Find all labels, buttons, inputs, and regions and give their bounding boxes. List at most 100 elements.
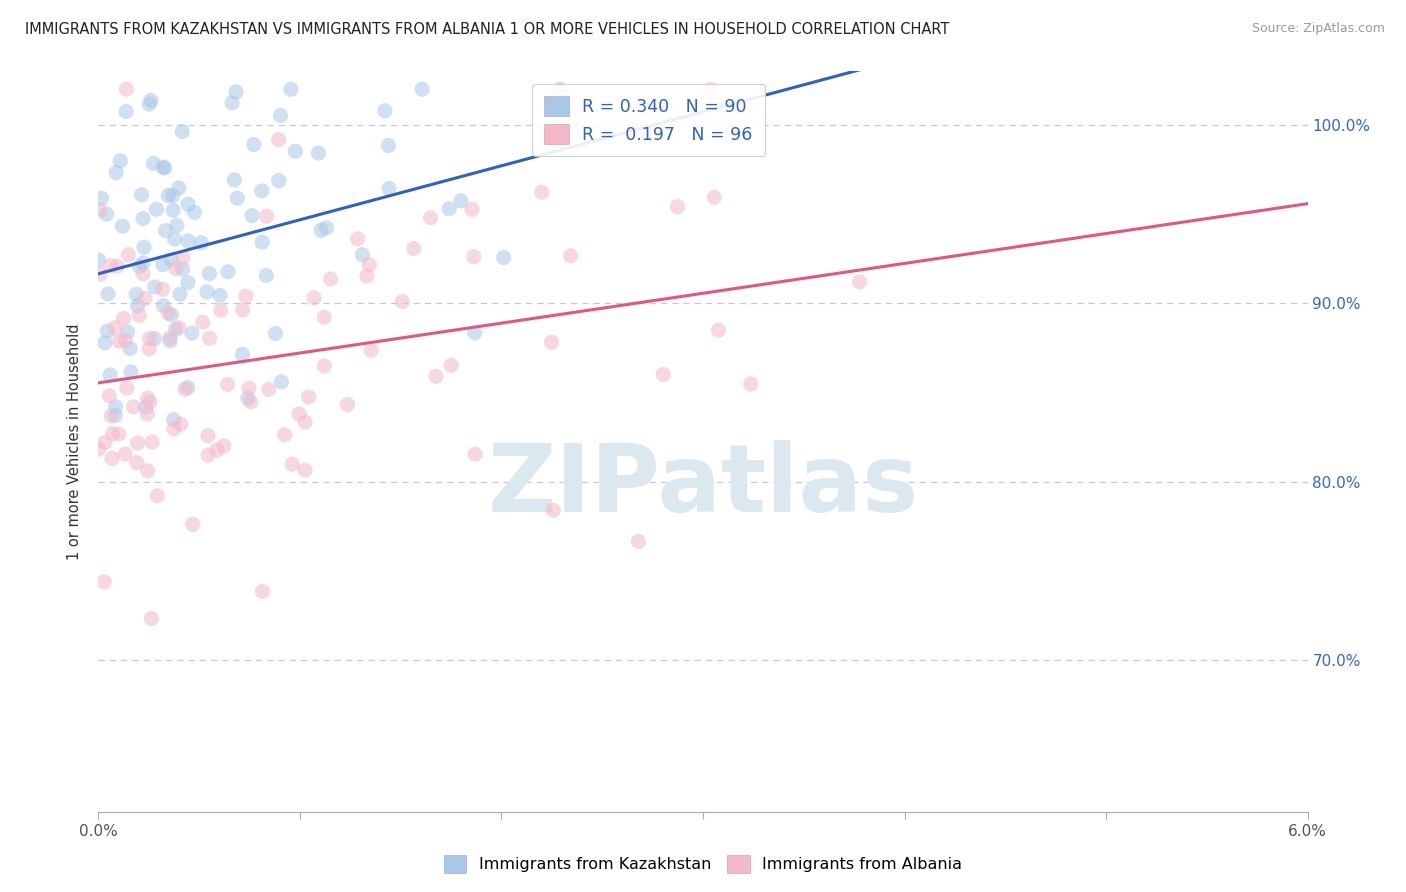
Point (162, 203, 184, 218)
Point (169, 287, 191, 301)
Point (132, 240, 155, 254)
Point (463, 250, 485, 264)
Point (100, 409, 122, 423)
Point (97, 287, 120, 301)
Point (152, 258, 174, 272)
Point (127, 436, 149, 450)
Point (288, 407, 311, 421)
Point (391, 294, 413, 309)
Point (141, 435, 163, 450)
Point (181, 517, 204, 532)
Point (108, 334, 131, 349)
Point (254, 268, 277, 283)
Point (136, 391, 159, 405)
Point (96, 207, 118, 221)
Point (162, 412, 184, 426)
Point (217, 265, 239, 279)
Point (284, 145, 307, 159)
Point (132, 211, 155, 226)
Point (191, 315, 214, 329)
Point (297, 390, 319, 404)
Point (225, 85, 247, 99)
Point (136, 407, 159, 421)
Point (294, 415, 316, 429)
Point (377, 138, 399, 153)
Point (209, 288, 232, 302)
Point (104, 409, 127, 423)
Point (157, 306, 180, 320)
Point (160, 308, 183, 322)
Point (319, 272, 342, 286)
Point (143, 332, 166, 346)
Point (117, 248, 139, 262)
Point (162, 188, 184, 202)
Point (165, 261, 187, 276)
Point (114, 447, 136, 461)
Point (256, 209, 278, 223)
Point (157, 188, 180, 202)
Point (174, 382, 197, 396)
Point (104, 400, 127, 414)
Point (159, 334, 181, 348)
Point (540, 335, 562, 350)
Point (115, 82, 138, 96)
Point (172, 251, 194, 265)
Point (138, 332, 160, 346)
Point (309, 223, 332, 237)
Point (270, 375, 292, 389)
Point (267, 133, 290, 147)
Point (699, 82, 721, 96)
Point (143, 280, 166, 294)
Point (530, 185, 553, 199)
Point (359, 258, 381, 272)
Point (114, 334, 136, 348)
Point (120, 342, 142, 356)
Point (134, 292, 156, 306)
Point (356, 269, 378, 284)
Point (132, 267, 155, 281)
Point (205, 442, 228, 457)
Point (181, 326, 204, 340)
Point (152, 160, 174, 174)
Point (152, 282, 174, 296)
Point (117, 325, 139, 339)
Point (360, 343, 382, 358)
Point (132, 256, 155, 270)
Point (128, 309, 150, 323)
Point (139, 395, 162, 409)
Point (240, 395, 263, 409)
Point (145, 202, 167, 217)
Point (105, 259, 128, 273)
Text: ZIPatlas: ZIPatlas (488, 440, 918, 532)
Point (232, 302, 254, 317)
Point (235, 289, 257, 303)
Point (281, 457, 304, 471)
Point (142, 156, 165, 170)
Point (198, 331, 221, 345)
Point (98, 368, 121, 382)
Point (170, 417, 193, 432)
Point (250, 235, 273, 249)
Point (352, 248, 374, 262)
Point (115, 104, 138, 119)
Point (374, 103, 396, 118)
Point (172, 262, 194, 277)
Point (101, 451, 124, 466)
Point (101, 426, 124, 441)
Point (302, 291, 325, 305)
Point (378, 181, 401, 195)
Legend: Immigrants from Kazakhstan, Immigrants from Albania: Immigrants from Kazakhstan, Immigrants f… (437, 848, 969, 880)
Point (257, 383, 280, 397)
Point (217, 377, 239, 392)
Point (146, 489, 169, 503)
Point (152, 299, 174, 313)
Point (153, 161, 176, 175)
Point (307, 146, 329, 161)
Point (314, 310, 336, 325)
Point (314, 359, 336, 373)
Point (167, 320, 190, 334)
Point (177, 234, 200, 248)
Point (464, 326, 486, 340)
Point (402, 242, 425, 256)
Point (238, 381, 260, 395)
